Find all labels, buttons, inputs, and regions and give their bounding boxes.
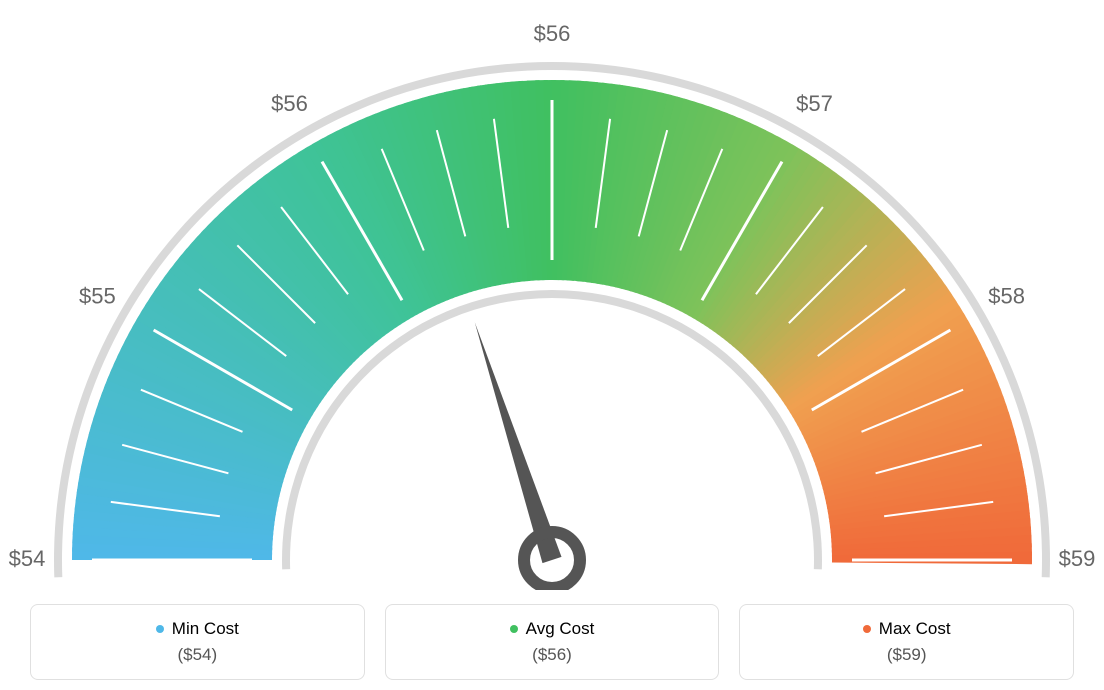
legend-value: ($54) [41, 645, 354, 665]
gauge-chart-container: $54 $55 $56 $56 $57 $58 $59 Min Cost ($54) Avg… [0, 0, 1104, 690]
svg-text:$55: $55 [79, 283, 116, 308]
legend-value: ($59) [750, 645, 1063, 665]
dot-icon [863, 625, 871, 633]
svg-text:$58: $58 [988, 283, 1025, 308]
legend-label: Max Cost [879, 619, 951, 639]
svg-text:$56: $56 [271, 91, 308, 116]
legend-label: Min Cost [172, 619, 239, 639]
legend-title-min: Min Cost [156, 619, 239, 639]
gauge-area: $54 $55 $56 $56 $57 $58 $59 [0, 0, 1104, 590]
svg-text:$57: $57 [796, 91, 833, 116]
svg-text:$59: $59 [1059, 546, 1096, 571]
legend-row: Min Cost ($54) Avg Cost ($56) Max Cost (… [0, 604, 1104, 680]
legend-card-max: Max Cost ($59) [739, 604, 1074, 680]
legend-title-max: Max Cost [863, 619, 951, 639]
svg-text:$54: $54 [9, 546, 46, 571]
legend-card-min: Min Cost ($54) [30, 604, 365, 680]
svg-text:$56: $56 [534, 21, 571, 46]
legend-card-avg: Avg Cost ($56) [385, 604, 720, 680]
dot-icon [510, 625, 518, 633]
gauge-svg: $54 $55 $56 $56 $57 $58 $59 [0, 0, 1104, 590]
dot-icon [156, 625, 164, 633]
legend-title-avg: Avg Cost [510, 619, 595, 639]
legend-label: Avg Cost [526, 619, 595, 639]
legend-value: ($56) [396, 645, 709, 665]
